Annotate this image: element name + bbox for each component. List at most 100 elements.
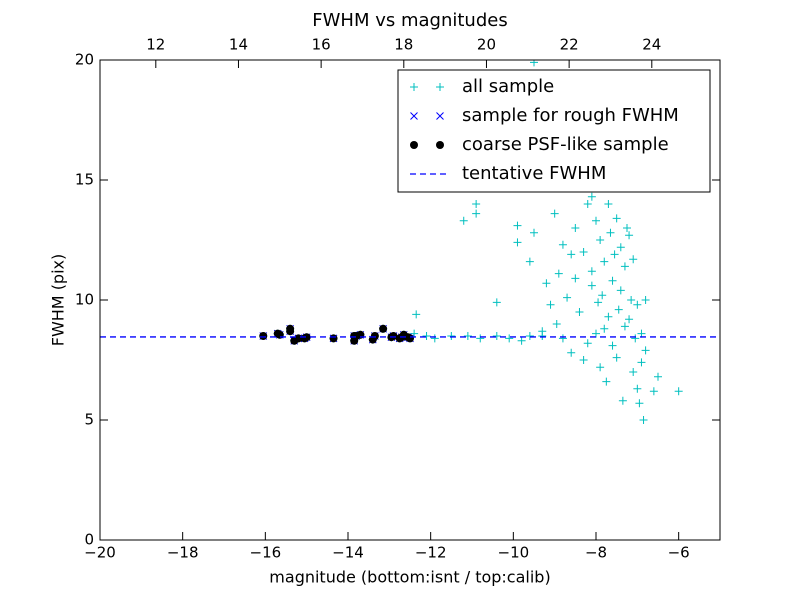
x-tick-label: −20: [84, 544, 116, 562]
plus-marker: [608, 276, 617, 285]
plus-marker: [410, 329, 419, 338]
plus-marker: [579, 356, 588, 364]
plus-marker: [558, 240, 567, 249]
circle-marker: [259, 332, 268, 340]
plus-marker: [649, 387, 658, 396]
plus-marker: [616, 243, 625, 252]
plus-marker: [631, 334, 640, 343]
circle-marker: [286, 324, 295, 333]
plus-marker: [618, 396, 627, 405]
plus-marker: [476, 334, 485, 343]
plus-marker: [583, 200, 592, 208]
x2-tick-label: 18: [394, 36, 413, 54]
plus-marker: [513, 238, 522, 247]
plus-marker: [600, 257, 609, 266]
y-tick-label: 15: [75, 171, 94, 189]
plus-marker: [604, 200, 613, 208]
plus-marker: [637, 358, 646, 367]
legend-label: all sample: [462, 76, 554, 97]
plus-marker: [587, 281, 596, 290]
legend-label: tentative FWHM: [462, 163, 606, 184]
plus-marker: [430, 334, 439, 343]
y-tick-label: 0: [84, 531, 94, 549]
plus-marker: [641, 346, 650, 355]
plus-marker: [606, 228, 615, 237]
plus-marker: [422, 332, 431, 340]
plus-marker: [600, 324, 609, 333]
plus-marker: [637, 329, 646, 338]
legend-swatch: [410, 141, 418, 149]
plus-marker: [583, 339, 592, 348]
plus-marker: [592, 329, 600, 338]
plus-marker: [602, 377, 611, 386]
plus-marker: [542, 279, 551, 288]
plus-marker: [616, 286, 625, 295]
marks: [100, 60, 720, 424]
plus-marker: [575, 308, 584, 316]
chart-title: FWHM vs magnitudes: [312, 10, 507, 31]
x-tick-label: −16: [250, 544, 282, 562]
x-tick-label: −10: [498, 544, 530, 562]
x2-tick-label: 24: [642, 36, 661, 54]
plus-marker: [513, 221, 522, 230]
plus-marker: [567, 348, 576, 357]
x-tick-label: −6: [668, 544, 690, 562]
y-tick-label: 10: [75, 291, 94, 309]
circle-marker: [302, 333, 311, 342]
circle-marker: [370, 332, 379, 340]
circle-marker: [350, 332, 359, 340]
circle-marker: [329, 334, 338, 343]
plus-marker: [598, 291, 607, 300]
plus-marker: [610, 250, 619, 259]
plus-marker: [620, 322, 629, 331]
plus-marker: [596, 236, 605, 244]
legend-swatch: [410, 83, 418, 91]
plus-marker: [554, 269, 563, 278]
plus-marker: [587, 192, 596, 201]
plus-marker: [608, 341, 617, 350]
plus-marker: [525, 332, 534, 340]
x-axis-label: magnitude (bottom:isnt / top:calib): [269, 568, 550, 587]
plus-marker: [625, 231, 634, 240]
plus-marker: [505, 334, 514, 343]
plus-marker: [629, 368, 638, 376]
plus-marker: [550, 209, 559, 218]
plus-marker: [472, 200, 481, 208]
plus-marker: [612, 353, 621, 362]
x-tick-label: −8: [585, 544, 607, 562]
plus-marker: [604, 312, 613, 321]
circle-marker: [406, 334, 414, 343]
plus-marker: [654, 372, 662, 381]
legend-label: coarse PSF-like sample: [462, 134, 669, 155]
x2-tick-label: 20: [477, 36, 496, 54]
plus-marker: [596, 363, 605, 372]
legend-swatch: [436, 112, 444, 120]
plus-marker: [592, 216, 600, 225]
plus-marker: [552, 320, 561, 328]
circle-marker: [389, 332, 398, 340]
plus-marker: [627, 296, 636, 304]
circle-marker: [379, 324, 388, 333]
plus-marker: [463, 332, 472, 340]
x2-tick-label: 14: [229, 36, 248, 54]
x2-tick-label: 22: [560, 36, 579, 54]
plus-marker: [492, 298, 501, 307]
plus-marker: [571, 224, 580, 232]
plus-marker: [546, 300, 555, 309]
plus-marker: [530, 228, 538, 237]
plus-marker: [625, 315, 634, 324]
plus-marker: [587, 267, 596, 276]
legend-label: sample for rough FWHM: [462, 105, 679, 126]
legend-swatch: [410, 112, 418, 120]
plus-marker: [563, 293, 572, 302]
plus-marker: [629, 255, 638, 264]
plus-marker: [612, 214, 621, 223]
x-tick-label: −14: [332, 544, 364, 562]
plus-marker: [633, 384, 642, 393]
y-tick-label: 20: [75, 51, 94, 69]
plus-marker: [620, 262, 629, 271]
plus-marker: [579, 248, 588, 256]
y-tick-label: 5: [84, 411, 94, 429]
plus-marker: [525, 257, 534, 266]
